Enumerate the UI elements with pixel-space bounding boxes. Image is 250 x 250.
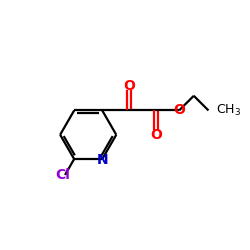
Text: O: O [150, 128, 162, 142]
Text: N: N [96, 152, 108, 166]
Text: O: O [174, 103, 186, 117]
Text: CH$_3$: CH$_3$ [216, 102, 242, 118]
Text: O: O [123, 79, 135, 93]
Text: Cl: Cl [55, 168, 70, 182]
